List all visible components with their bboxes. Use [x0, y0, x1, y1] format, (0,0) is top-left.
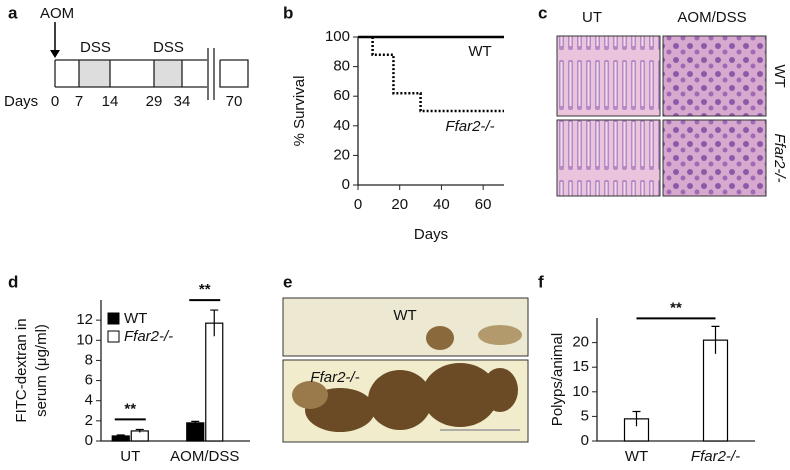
row-label: Ffar2-/-	[771, 133, 788, 182]
y-tick-label: 10	[76, 331, 93, 348]
y-tick-label: 12	[76, 311, 93, 328]
axis	[596, 318, 755, 442]
y-tick-label: 80	[333, 58, 350, 75]
y-tick-label: 15	[572, 358, 589, 375]
legend-label: WT	[124, 310, 147, 327]
bar	[702, 339, 729, 442]
y-tick-label: 20	[572, 334, 589, 351]
y-axis-label: FITC-dextran in	[13, 318, 30, 422]
treatment: DSS	[80, 39, 111, 56]
error-bar	[711, 325, 720, 354]
y-tick-label: 100	[325, 28, 350, 45]
day: 70	[226, 93, 243, 110]
panel-label: e	[283, 272, 292, 291]
day: 29	[146, 93, 163, 110]
y-tick-label: 5	[581, 407, 589, 424]
error-bar	[135, 428, 144, 433]
y-tick-label: 8	[85, 351, 93, 368]
survival-line	[371, 37, 504, 113]
y-axis-label: Polyps/animal	[549, 333, 566, 426]
significance: **	[124, 400, 136, 417]
x-tick-label: UT	[120, 448, 140, 465]
y-tick-label: 20	[333, 146, 350, 163]
x-tick-label: 40	[433, 196, 450, 213]
error-bar	[210, 309, 219, 337]
image-label: Ffar2-/-	[310, 369, 359, 386]
panel-label: a	[8, 3, 18, 22]
timeline-start: AOM	[40, 5, 74, 22]
panel-label: b	[283, 3, 293, 22]
y-tick-label: 10	[572, 383, 589, 400]
timeline: AOM DSS DSS Days 0 7 14 29 34 70	[4, 5, 249, 110]
panel-label: c	[538, 3, 547, 22]
y-axis-label: serum (μg/ml)	[33, 324, 50, 417]
error-bar	[632, 410, 641, 427]
y-tick-label: 0	[342, 176, 350, 193]
error-bar	[116, 434, 125, 437]
column-label: UT	[582, 9, 602, 26]
x-tick-label: 20	[391, 196, 408, 213]
legend-label: Ffar2-/-	[124, 328, 173, 345]
gross-images: WT Ffar2-/-	[282, 297, 529, 443]
day: 14	[102, 93, 119, 110]
legend-swatch	[107, 330, 120, 343]
panel-label: f	[538, 272, 544, 291]
significance: **	[670, 299, 682, 316]
bar	[205, 322, 224, 442]
y-axis-label: % Survival	[291, 76, 308, 147]
y-tick-label: 6	[85, 372, 93, 389]
histology: UT AOM/DSS WT Ffar2-/-	[556, 9, 788, 197]
day: 34	[174, 93, 191, 110]
x-tick-label: 60	[475, 196, 492, 213]
series-label: WT	[468, 43, 491, 60]
y-tick-label: 4	[85, 392, 93, 409]
x-tick-label: WT	[625, 448, 648, 465]
y-tick-label: 0	[85, 432, 93, 449]
axis-label: Days	[4, 93, 38, 110]
legend-swatch	[107, 312, 120, 325]
row-label: WT	[771, 64, 788, 87]
y-tick-label: 0	[581, 432, 589, 449]
image-label: WT	[393, 307, 416, 324]
x-tick-label: 0	[354, 196, 362, 213]
y-tick-label: 2	[85, 412, 93, 429]
day: 0	[51, 93, 59, 110]
error-bar	[191, 420, 200, 425]
x-axis-label: Days	[414, 226, 448, 243]
significance: **	[199, 281, 211, 298]
treatment: DSS	[153, 39, 184, 56]
y-tick-label: 40	[333, 117, 350, 134]
x-tick-label: AOM/DSS	[170, 448, 239, 465]
bar	[186, 422, 205, 442]
series-label: Ffar2-/-	[445, 118, 494, 135]
panel-label: d	[8, 272, 18, 291]
day: 7	[75, 93, 83, 110]
column-label: AOM/DSS	[677, 9, 746, 26]
y-tick-label: 60	[333, 87, 350, 104]
x-tick-label: Ffar2-/-	[691, 448, 740, 465]
